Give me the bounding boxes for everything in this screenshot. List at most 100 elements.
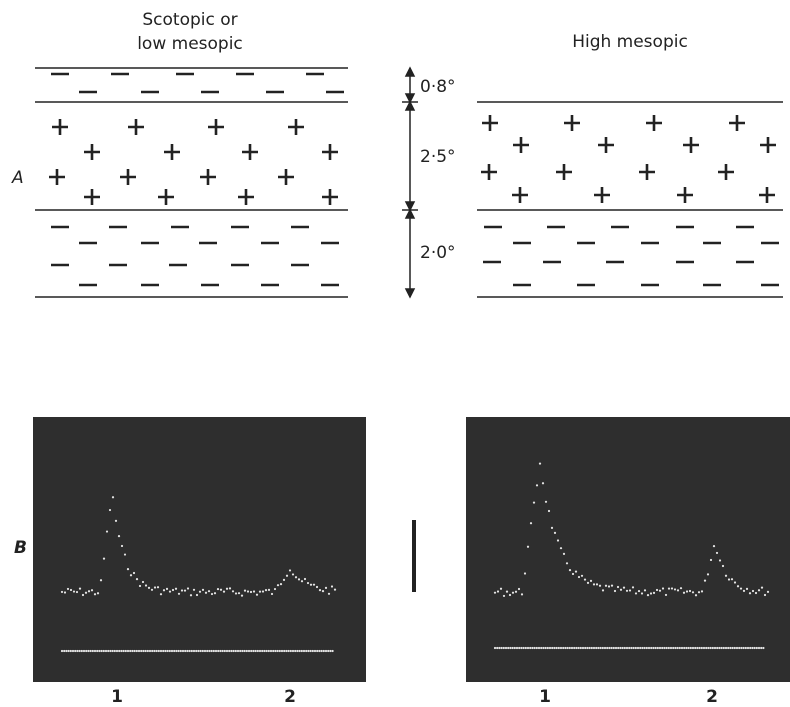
- trace-dot: [751, 647, 753, 649]
- trace-dot: [617, 586, 619, 588]
- dimension-label: 2·0°: [420, 243, 456, 263]
- trace-dot: [151, 650, 153, 652]
- trace-dot: [542, 647, 544, 649]
- trace-dot: [629, 589, 631, 591]
- trace-dot: [160, 650, 162, 652]
- left-title: low mesopic: [137, 34, 243, 54]
- trace-dot: [674, 588, 676, 590]
- trace-dot: [246, 650, 248, 652]
- trace-dot: [220, 589, 222, 591]
- trace-dot: [109, 509, 111, 511]
- trace-dot: [148, 587, 150, 589]
- trace-dot: [716, 552, 718, 554]
- trace-dot: [96, 650, 98, 652]
- left-title: Scotopic or: [142, 10, 237, 30]
- trace-dot: [271, 593, 273, 595]
- trace-dot: [600, 647, 602, 649]
- trace-dot: [746, 588, 748, 590]
- trace-dot: [166, 588, 168, 590]
- plus-sign: [84, 144, 100, 160]
- trace-dot: [307, 650, 309, 652]
- trace-dot: [321, 650, 323, 652]
- trace-dot: [178, 593, 180, 595]
- trace-dot: [689, 590, 691, 592]
- trace-dot: [217, 588, 219, 590]
- panel-label: B: [14, 538, 27, 558]
- trace-dot: [118, 650, 120, 652]
- trace-dot: [64, 591, 66, 593]
- trace-dot: [707, 647, 709, 649]
- trace-dot: [211, 593, 213, 595]
- trace-dot: [672, 647, 674, 649]
- trace-dot: [599, 585, 601, 587]
- trace-dot: [641, 592, 643, 594]
- plus-sign: [639, 164, 655, 180]
- trace-dot: [501, 647, 503, 649]
- trace-dot: [677, 647, 679, 649]
- trace-dot: [299, 650, 301, 652]
- plus-sign: [556, 164, 572, 180]
- trace-dot: [112, 650, 114, 652]
- trace-dot: [714, 647, 716, 649]
- trace-dot: [244, 650, 246, 652]
- trace-dot: [233, 650, 235, 652]
- trace-dot: [518, 588, 520, 590]
- trace-dot: [127, 650, 129, 652]
- trace-dot: [694, 647, 696, 649]
- trace-dot: [591, 647, 593, 649]
- trace-dot: [101, 650, 103, 652]
- trace-dot: [575, 647, 577, 649]
- trace-dot: [303, 650, 305, 652]
- trace-dot: [202, 650, 204, 652]
- trace-dot: [283, 650, 285, 652]
- trace-dot: [554, 532, 556, 534]
- trace-dot: [153, 650, 155, 652]
- trace-dot: [505, 647, 507, 649]
- trace-dot: [608, 647, 610, 649]
- trace-dot: [129, 650, 131, 652]
- trace-dot: [578, 647, 580, 649]
- trace-dot: [718, 647, 720, 649]
- trace-dot: [268, 589, 270, 591]
- trace-dot: [756, 647, 758, 649]
- trace-dot: [596, 583, 598, 585]
- trace-dot: [181, 589, 183, 591]
- trace-dot: [602, 589, 604, 591]
- trace-dot: [571, 647, 573, 649]
- trace-dot: [120, 650, 122, 652]
- trace-dot: [572, 573, 574, 575]
- trace-dot: [280, 583, 282, 585]
- trace-dot: [639, 647, 641, 649]
- trace-dot: [503, 595, 505, 597]
- trace-dot: [189, 650, 191, 652]
- trace-dot: [646, 647, 648, 649]
- trace-dot: [94, 593, 96, 595]
- plus-sign: [482, 115, 498, 131]
- plus-sign: [164, 144, 180, 160]
- trace-dot: [590, 580, 592, 582]
- stimulus-tick: 1: [111, 687, 123, 707]
- trace-dot: [217, 650, 219, 652]
- trace-dot: [551, 647, 553, 649]
- trace-dot: [109, 650, 111, 652]
- trace-dot: [679, 647, 681, 649]
- trace-dot: [228, 650, 230, 652]
- trace-dot: [154, 586, 156, 588]
- trace-dot: [521, 593, 523, 595]
- trace-dot: [710, 647, 712, 649]
- trace-dot: [133, 572, 135, 574]
- trace-dot: [506, 591, 508, 593]
- trace-dot: [116, 650, 118, 652]
- trace-dot: [524, 572, 526, 574]
- trace-dot: [81, 650, 83, 652]
- trace-dot: [635, 647, 637, 649]
- trace-dot: [695, 594, 697, 596]
- trace-dot: [701, 647, 703, 649]
- trace-dot: [540, 647, 542, 649]
- trace-dot: [184, 650, 186, 652]
- trace-dot: [620, 589, 622, 591]
- trace-dot: [692, 591, 694, 593]
- trace-dot: [156, 650, 158, 652]
- trace-dot: [274, 588, 276, 590]
- plus-sign: [288, 119, 304, 135]
